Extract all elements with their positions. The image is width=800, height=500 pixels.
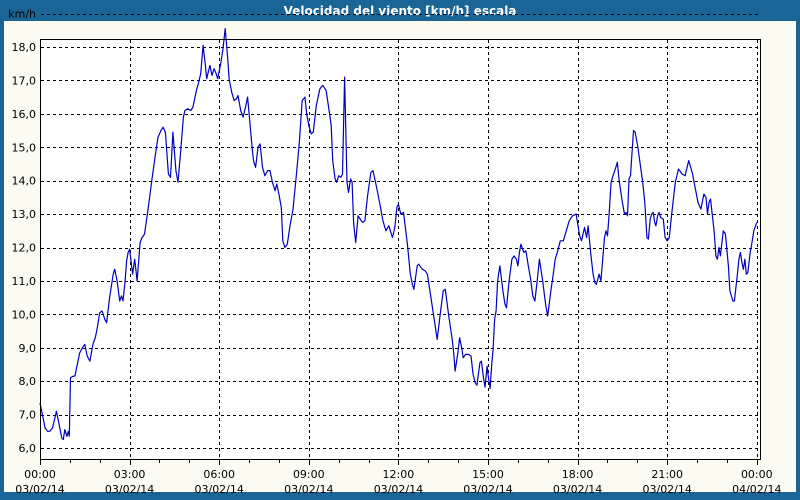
- x-tick-time-label: 21:00: [651, 468, 683, 481]
- y-tick-label: 6,0: [19, 442, 37, 455]
- x-tick-date-label: 04/02/14: [732, 483, 781, 496]
- x-tick-time-label: 03:00: [114, 468, 146, 481]
- y-tick-label: 17,0: [12, 74, 37, 87]
- x-axis-ticks: [40, 460, 758, 465]
- x-tick-time-label: 15:00: [472, 468, 504, 481]
- y-tick-label: 11,0: [12, 275, 37, 288]
- x-tick-date-label: 03/02/14: [374, 483, 423, 496]
- gridlines: [41, 14, 760, 459]
- y-tick-label: 10,0: [12, 308, 37, 321]
- x-tick-date-label: 03/02/14: [15, 483, 64, 496]
- y-tick-label: 8,0: [19, 375, 37, 388]
- x-tick-time-label: 00:00: [24, 468, 56, 481]
- x-tick-date-label: 03/02/14: [553, 483, 602, 496]
- x-tick-time-label: 18:00: [562, 468, 594, 481]
- x-tick-date-label: 03/02/14: [463, 483, 512, 496]
- x-tick-date-label: 03/02/14: [105, 483, 154, 496]
- y-tick-label: 18,0: [12, 41, 37, 54]
- y-tick-label: 7,0: [19, 409, 37, 422]
- window-titlebar: Velocidad del viento [km/h] escala: [0, 0, 800, 21]
- plot-area: [40, 39, 761, 460]
- y-tick-label: 16,0: [12, 108, 37, 121]
- x-tick-date-label: 03/02/14: [284, 483, 333, 496]
- y-axis-labels: 18,0 17,0 16,0 15,0 14,0 13,0 12,0 11,0 10,0 9,0 8…: [8, 8, 36, 455]
- plot-border: [40, 39, 761, 460]
- x-axis-labels: 00:00 03/02/14 03:00 03/02/14 06:00 03/02/14 0…: [15, 468, 781, 496]
- y-tick-label: 15,0: [12, 141, 37, 154]
- wind-speed-series-line: [39, 28, 758, 441]
- x-tick-time-label: 00:00: [741, 468, 773, 481]
- x-tick-time-label: 12:00: [383, 468, 415, 481]
- x-tick-date-label: 03/02/14: [194, 483, 243, 496]
- x-tick-date-label: 03/02/14: [642, 483, 691, 496]
- y-axis-unit-label: km/h: [8, 8, 36, 21]
- y-tick-label: 12,0: [12, 242, 37, 255]
- y-tick-label: 13,0: [12, 208, 37, 221]
- y-tick-label: 14,0: [12, 175, 37, 188]
- x-tick-time-label: 09:00: [293, 468, 325, 481]
- y-tick-label: 9,0: [19, 342, 37, 355]
- x-tick-time-label: 06:00: [203, 468, 235, 481]
